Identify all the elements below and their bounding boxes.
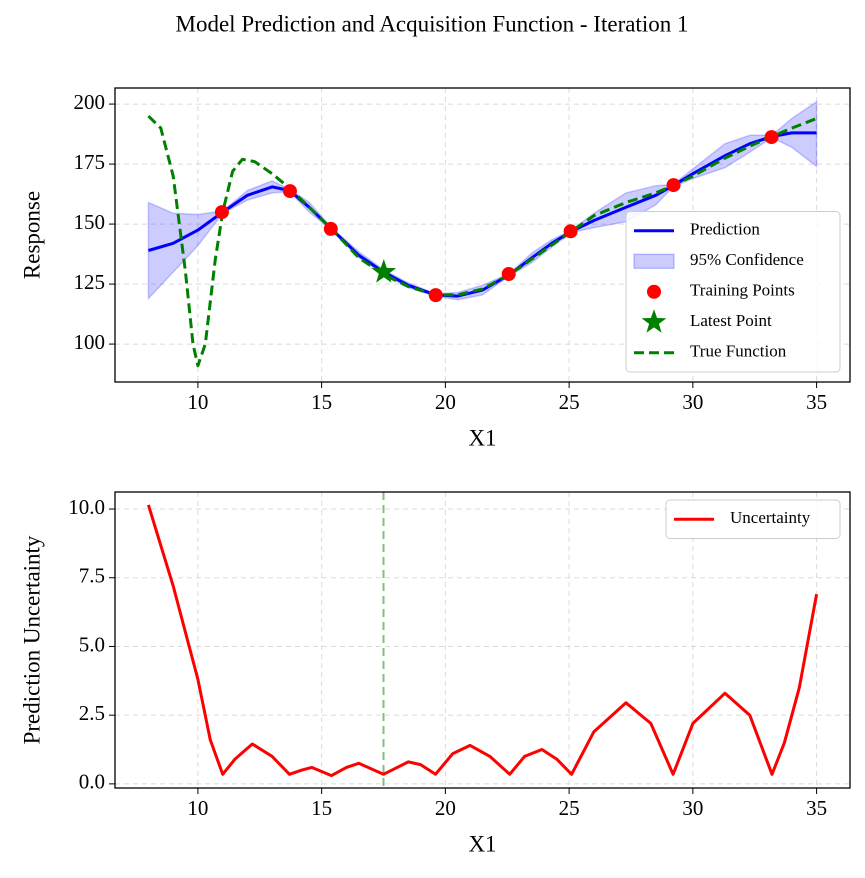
point xyxy=(563,224,578,239)
legend-swatch xyxy=(633,253,675,269)
x-tick-label: 35 xyxy=(806,796,827,820)
legend-label: 95% Confidence xyxy=(690,250,804,269)
y-tick-label: 0.0 xyxy=(79,770,105,794)
x-tick-label: 10 xyxy=(187,390,208,414)
x-tick-label: 10 xyxy=(187,796,208,820)
x-tick-label: 20 xyxy=(435,390,456,414)
x-axis-label: X1 xyxy=(468,425,496,450)
x-axis-label: X1 xyxy=(468,831,496,856)
y-tick-label: 7.5 xyxy=(79,564,105,588)
legend-swatch xyxy=(641,309,667,333)
x-tick-label: 25 xyxy=(559,796,580,820)
line xyxy=(146,504,819,778)
axes-frame xyxy=(114,87,851,383)
x-tick-label: 20 xyxy=(435,796,456,820)
subplot: 10 15 20 25 30 35 0.0 2.5 5.0 7.5 10.0 X1 Prediction… xyxy=(19,491,851,856)
line xyxy=(147,115,818,368)
star-point xyxy=(371,259,397,283)
x-tick-label: 30 xyxy=(682,390,703,414)
y-tick-label: 125 xyxy=(74,270,106,294)
point xyxy=(428,288,443,303)
x-tick-label: 35 xyxy=(806,390,827,414)
y-tick-label: 10.0 xyxy=(68,495,105,519)
figure-title: Model Prediction and Acquisition Functio… xyxy=(176,11,689,36)
x-tick-label: 15 xyxy=(311,796,332,820)
y-tick-label: 2.5 xyxy=(79,701,105,725)
y-tick-label: 5.0 xyxy=(79,632,105,656)
legend-label: True Function xyxy=(690,342,787,361)
y-tick-label: 100 xyxy=(74,330,106,354)
x-tick-label: 30 xyxy=(682,796,703,820)
confidence-band xyxy=(147,100,818,301)
y-tick-label: 150 xyxy=(74,210,106,234)
point xyxy=(282,184,297,199)
point xyxy=(501,267,516,281)
plot-area xyxy=(147,100,818,368)
y-axis-label: Response xyxy=(19,191,44,279)
y-tick-label: 200 xyxy=(74,90,106,114)
x-tick-label: 15 xyxy=(311,390,332,414)
x-tick-label: 25 xyxy=(559,390,580,414)
plot-area xyxy=(146,492,819,788)
legend-label: Latest Point xyxy=(690,311,772,330)
point xyxy=(323,221,338,236)
y-axis-label: Prediction Uncertainty xyxy=(19,535,44,744)
legend-label: Uncertainty xyxy=(730,508,811,527)
legend-swatch xyxy=(647,284,661,299)
legend-box xyxy=(665,499,841,539)
axes-frame xyxy=(114,491,851,789)
legend-box xyxy=(625,211,841,373)
point xyxy=(666,178,681,193)
point xyxy=(214,205,229,220)
legend-label: Prediction xyxy=(690,220,760,239)
legend-label: Training Points xyxy=(690,281,795,300)
y-tick-label: 175 xyxy=(74,150,106,174)
subplot: 10 15 20 25 30 35 100 125 150 175 200 X1 Response Pre… xyxy=(19,87,851,450)
point xyxy=(764,130,779,145)
